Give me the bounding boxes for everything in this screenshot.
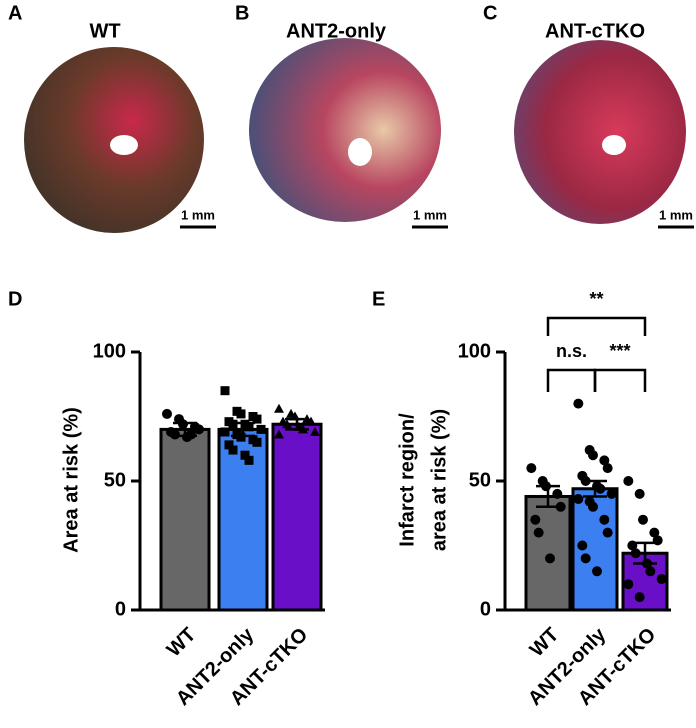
scale-label: 1 mm bbox=[659, 207, 693, 222]
panel-title: ANT-cTKO bbox=[545, 20, 645, 42]
y-tick-label: 50 bbox=[469, 469, 491, 491]
panel-label: D bbox=[8, 288, 22, 310]
data-point bbox=[552, 488, 563, 499]
data-point bbox=[606, 488, 617, 499]
scale-label: 1 mm bbox=[181, 207, 215, 222]
heart-photo bbox=[24, 47, 204, 233]
panel-title: ANT2-only bbox=[286, 20, 387, 42]
data-point bbox=[602, 527, 613, 538]
data-point bbox=[573, 398, 584, 409]
panel-label: E bbox=[372, 288, 385, 310]
data-point bbox=[186, 429, 196, 440]
scale-label: 1 mm bbox=[413, 207, 447, 222]
panel-label: A bbox=[8, 2, 22, 24]
data-point bbox=[224, 440, 234, 450]
data-point bbox=[595, 483, 606, 494]
data-point bbox=[220, 386, 230, 396]
data-point bbox=[228, 445, 238, 455]
significance-label: ** bbox=[589, 289, 603, 309]
significance-bracket bbox=[593, 368, 647, 392]
data-point bbox=[599, 455, 610, 466]
data-point bbox=[194, 424, 204, 435]
bar bbox=[524, 494, 572, 612]
significance-bracket bbox=[546, 368, 597, 392]
data-point bbox=[652, 535, 663, 546]
data-point bbox=[580, 476, 591, 486]
data-point bbox=[252, 414, 262, 424]
y-axis-label: area at risk (%) bbox=[428, 409, 450, 551]
y-tick-label: 100 bbox=[93, 340, 126, 362]
data-point bbox=[577, 540, 588, 551]
data-point bbox=[526, 463, 537, 474]
bar bbox=[159, 427, 211, 612]
data-point bbox=[162, 408, 172, 419]
data-point bbox=[634, 592, 645, 603]
data-point bbox=[623, 476, 634, 486]
data-point bbox=[627, 540, 638, 551]
data-point bbox=[545, 553, 555, 564]
y-axis-label: Area at risk (%) bbox=[60, 407, 82, 553]
data-point bbox=[623, 579, 634, 590]
data-point bbox=[592, 566, 602, 577]
data-point bbox=[580, 553, 591, 564]
data-point bbox=[530, 514, 541, 525]
bar bbox=[271, 422, 323, 612]
data-point bbox=[656, 574, 667, 585]
panel-label: B bbox=[235, 2, 249, 24]
data-point bbox=[634, 488, 645, 499]
panel-title: WT bbox=[89, 20, 120, 42]
data-point bbox=[170, 429, 180, 440]
data-point bbox=[274, 429, 284, 439]
x-tick-label: WT bbox=[163, 624, 201, 662]
data-point bbox=[178, 419, 188, 430]
data-point bbox=[240, 450, 250, 460]
data-point bbox=[236, 409, 246, 419]
heart-photo bbox=[249, 38, 441, 222]
data-point bbox=[588, 450, 598, 461]
data-point bbox=[588, 501, 598, 512]
data-point bbox=[244, 455, 254, 465]
data-point bbox=[298, 424, 308, 434]
data-point bbox=[228, 419, 238, 429]
data-point bbox=[252, 437, 262, 447]
data-point bbox=[282, 419, 292, 429]
y-tick-label: 100 bbox=[458, 340, 491, 362]
data-point bbox=[306, 416, 316, 426]
data-point bbox=[638, 514, 648, 525]
data-point bbox=[244, 422, 254, 432]
data-point bbox=[274, 403, 284, 413]
data-point bbox=[310, 426, 320, 436]
significance-label: *** bbox=[609, 341, 630, 361]
x-tick-label: WT bbox=[526, 624, 564, 662]
data-point bbox=[630, 548, 641, 559]
y-tick-label: 0 bbox=[480, 598, 491, 620]
significance-bracket bbox=[546, 316, 647, 336]
data-point bbox=[533, 527, 544, 538]
data-point bbox=[602, 463, 613, 474]
data-point bbox=[220, 427, 230, 437]
y-axis-label: Infarct region/ bbox=[396, 413, 418, 547]
data-point bbox=[236, 432, 246, 442]
y-tick-label: 50 bbox=[104, 469, 126, 491]
panel-label: C bbox=[483, 2, 497, 24]
data-point bbox=[645, 566, 656, 577]
data-point bbox=[555, 501, 566, 512]
data-point bbox=[541, 481, 551, 492]
data-point bbox=[256, 424, 266, 434]
data-point bbox=[599, 514, 610, 525]
significance-label: n.s. bbox=[556, 341, 587, 361]
data-point bbox=[649, 527, 660, 538]
heart-photo bbox=[514, 40, 686, 224]
data-point bbox=[290, 411, 300, 421]
data-point bbox=[573, 494, 584, 505]
y-tick-label: 0 bbox=[115, 598, 126, 620]
data-point bbox=[642, 558, 652, 569]
